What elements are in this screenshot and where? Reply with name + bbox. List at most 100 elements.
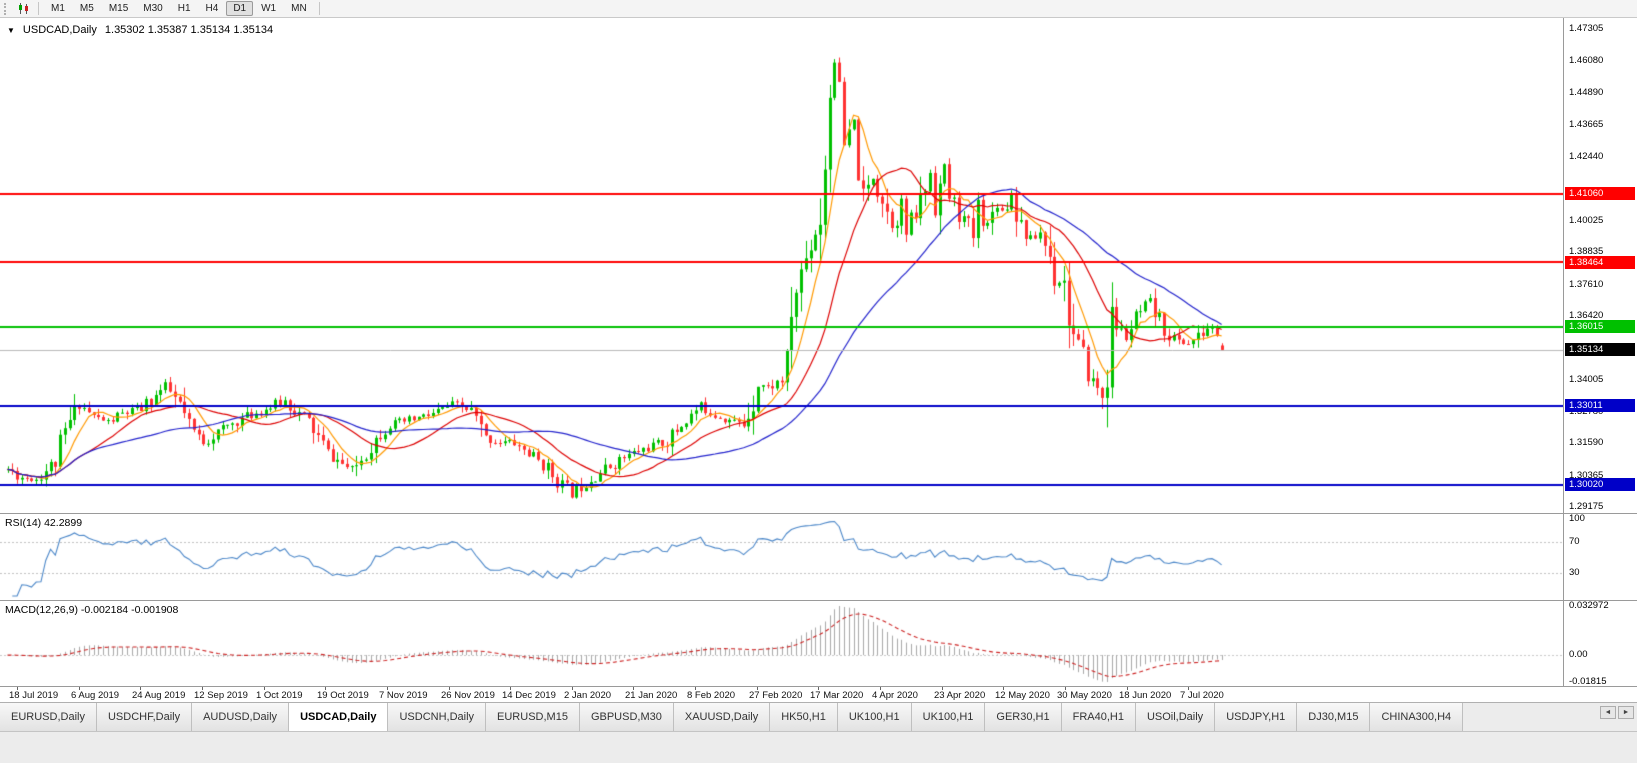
time-axis-tick: [572, 687, 573, 690]
rsi-canvas[interactable]: [0, 514, 1563, 601]
chart-tab-uk100-h1[interactable]: UK100,H1: [837, 703, 912, 731]
chart-tab-usdcad-daily[interactable]: USDCAD,Daily: [289, 703, 389, 731]
macd-canvas[interactable]: [0, 601, 1563, 687]
date-label: 24 Aug 2019: [132, 690, 186, 701]
tabs-scroll-left-button[interactable]: ◄: [1600, 706, 1616, 719]
price-tick-label: 1.34005: [1569, 373, 1604, 385]
level-price-badge: 1.33011: [1565, 399, 1635, 413]
time-axis-tick: [942, 687, 943, 690]
rsi-scale-label: 100: [1569, 513, 1585, 524]
price-tick-label: 1.40025: [1569, 214, 1604, 226]
time-axis-tick: [449, 687, 450, 690]
date-label: 8 Feb 2020: [687, 690, 736, 701]
date-label: 18 Jun 2020: [1119, 690, 1172, 701]
status-bar: [0, 731, 1637, 763]
price-chart-canvas[interactable]: [0, 18, 1563, 514]
date-label: 2 Jan 2020: [564, 690, 612, 701]
chart-tab-usoil-daily[interactable]: USOil,Daily: [1135, 703, 1216, 731]
time-axis-tick: [1065, 687, 1066, 690]
timeframe-button-m15[interactable]: M15: [102, 1, 135, 16]
timeframe-buttons-group: M1 M5 M15 M30 H1 H4 D1 W1 MN: [44, 1, 314, 16]
price-scale[interactable]: 1.47305 1.46080 1.44890 1.43665 1.42440 1.400…: [1563, 18, 1637, 513]
date-label: 18 Jul 2019: [9, 690, 59, 701]
price-chart-panel: ▼ USDCAD,Daily 1.35302 1.35387 1.35134 1…: [0, 18, 1637, 514]
price-tick-label: 1.46080: [1569, 55, 1604, 67]
level-price-badge: 1.36015: [1565, 320, 1635, 334]
date-label: 14 Dec 2019: [502, 690, 556, 701]
timeframe-button-h4[interactable]: H4: [199, 1, 226, 16]
chart-tab-ger30-h1[interactable]: GER30,H1: [985, 703, 1062, 731]
toolbar-grip[interactable]: [4, 2, 8, 15]
macd-scale[interactable]: 0.032972 0.00 -0.01815: [1563, 601, 1637, 687]
chart-tabs: EURUSD,Daily USDCHF,Daily AUDUSD,Daily USDC…: [0, 703, 1593, 731]
charts-toolbar-icon[interactable]: [13, 1, 33, 17]
time-axis-tick: [880, 687, 881, 690]
time-axis-tick: [202, 687, 203, 690]
timeframe-button-mn[interactable]: MN: [284, 1, 314, 16]
chart-tab-dj30-m15[interactable]: DJ30,M15: [1297, 703, 1371, 731]
rsi-scale[interactable]: 100 70 30: [1563, 514, 1637, 600]
chart-tab-eurusd-m15[interactable]: EURUSD,M15: [486, 703, 580, 731]
timeframe-button-m1[interactable]: M1: [44, 1, 72, 16]
time-axis-tick: [1188, 687, 1189, 690]
timeframe-button-m30[interactable]: M30: [136, 1, 169, 16]
chart-tab-audusd-daily[interactable]: AUDUSD,Daily: [192, 703, 290, 731]
date-label: 4 Apr 2020: [872, 690, 918, 701]
chart-tab-xauusd-daily[interactable]: XAUUSD,Daily: [673, 703, 771, 731]
chart-tab-eurusd-daily[interactable]: EURUSD,Daily: [0, 703, 97, 731]
macd-scale-label: 0.00: [1569, 649, 1588, 661]
macd-panel: MACD(12,26,9) -0.002184 -0.001908 0.0329…: [0, 601, 1637, 687]
price-tick-label: 1.43665: [1569, 119, 1604, 131]
date-label: 27 Feb 2020: [749, 690, 803, 701]
level-price-badge: 1.30020: [1565, 478, 1635, 492]
date-label: 21 Jan 2020: [625, 690, 678, 701]
time-axis-tick: [17, 687, 18, 690]
chart-tabs-bar: EURUSD,Daily USDCHF,Daily AUDUSD,Daily USDC…: [0, 702, 1637, 731]
rsi-panel: RSI(14) 42.2899 100 70 30: [0, 514, 1637, 601]
date-label: 7 Jul 2020: [1180, 690, 1224, 701]
chart-tab-gbpusd-m30[interactable]: GBPUSD,M30: [579, 703, 674, 731]
tabs-scroll-right-button[interactable]: ►: [1618, 706, 1634, 719]
rsi-scale-label: 70: [1569, 536, 1580, 548]
price-tick-label: 1.44890: [1569, 86, 1604, 98]
chart-tab-usdjpy-h1[interactable]: USDJPY,H1: [1215, 703, 1298, 731]
chart-tab-usdchf-daily[interactable]: USDCHF,Daily: [96, 703, 193, 731]
timeframe-button-d1[interactable]: D1: [226, 1, 254, 16]
chart-tab-usdcnh-daily[interactable]: USDCNH,Daily: [388, 703, 487, 731]
timeframe-button-m5[interactable]: M5: [73, 1, 101, 16]
one-click-trading-toggle[interactable]: ▼: [7, 25, 15, 35]
price-tick-label: 1.37610: [1569, 278, 1604, 290]
price-tick-label: 1.29175: [1569, 500, 1604, 512]
time-axis-tick: [1127, 687, 1128, 690]
mini-candles-icon: [18, 3, 28, 14]
time-axis[interactable]: 18 Jul 2019 6 Aug 2019 24 Aug 2019 12 Sep 2…: [0, 687, 1637, 702]
date-label: 1 Oct 2019: [256, 690, 303, 701]
rsi-label: RSI(14) 42.2899: [5, 517, 83, 529]
chart-info-line: ▼ USDCAD,Daily 1.35302 1.35387 1.35134 1…: [7, 24, 273, 36]
chart-tab-fra40-h1[interactable]: FRA40,H1: [1061, 703, 1136, 731]
time-axis-tick: [387, 687, 388, 690]
time-axis-tick: [818, 687, 819, 690]
price-tick-label: 1.36420: [1569, 309, 1604, 321]
level-price-badge: 1.38464: [1565, 255, 1635, 269]
chart-tab-uk100-h1[interactable]: UK100,H1: [911, 703, 986, 731]
current-price-badge: 1.35134: [1565, 343, 1635, 357]
time-axis-tick: [695, 687, 696, 690]
timeframes-toolbar: M1 M5 M15 M30 H1 H4 D1 W1 MN: [0, 0, 1637, 18]
macd-scale-label: -0.01815: [1569, 676, 1607, 687]
rsi-scale-label: 30: [1569, 566, 1580, 578]
chart-tab-china300-h4[interactable]: CHINA300,H4: [1370, 703, 1464, 731]
timeframe-button-h1[interactable]: H1: [171, 1, 198, 16]
time-axis-tick: [633, 687, 634, 690]
chart-tab-hk50-h1[interactable]: HK50,H1: [770, 703, 838, 731]
macd-label: MACD(12,26,9) -0.002184 -0.001908: [5, 604, 179, 616]
time-axis-tick: [1003, 687, 1004, 690]
toolbar-separator: [38, 2, 39, 15]
date-label: 19 Oct 2019: [317, 690, 369, 701]
timeframe-button-w1[interactable]: W1: [254, 1, 283, 16]
time-axis-tick: [757, 687, 758, 690]
level-price-badge: 1.41060: [1565, 187, 1635, 201]
chart-symbol-label: USDCAD,Daily: [22, 24, 97, 36]
time-axis-tick: [510, 687, 511, 690]
